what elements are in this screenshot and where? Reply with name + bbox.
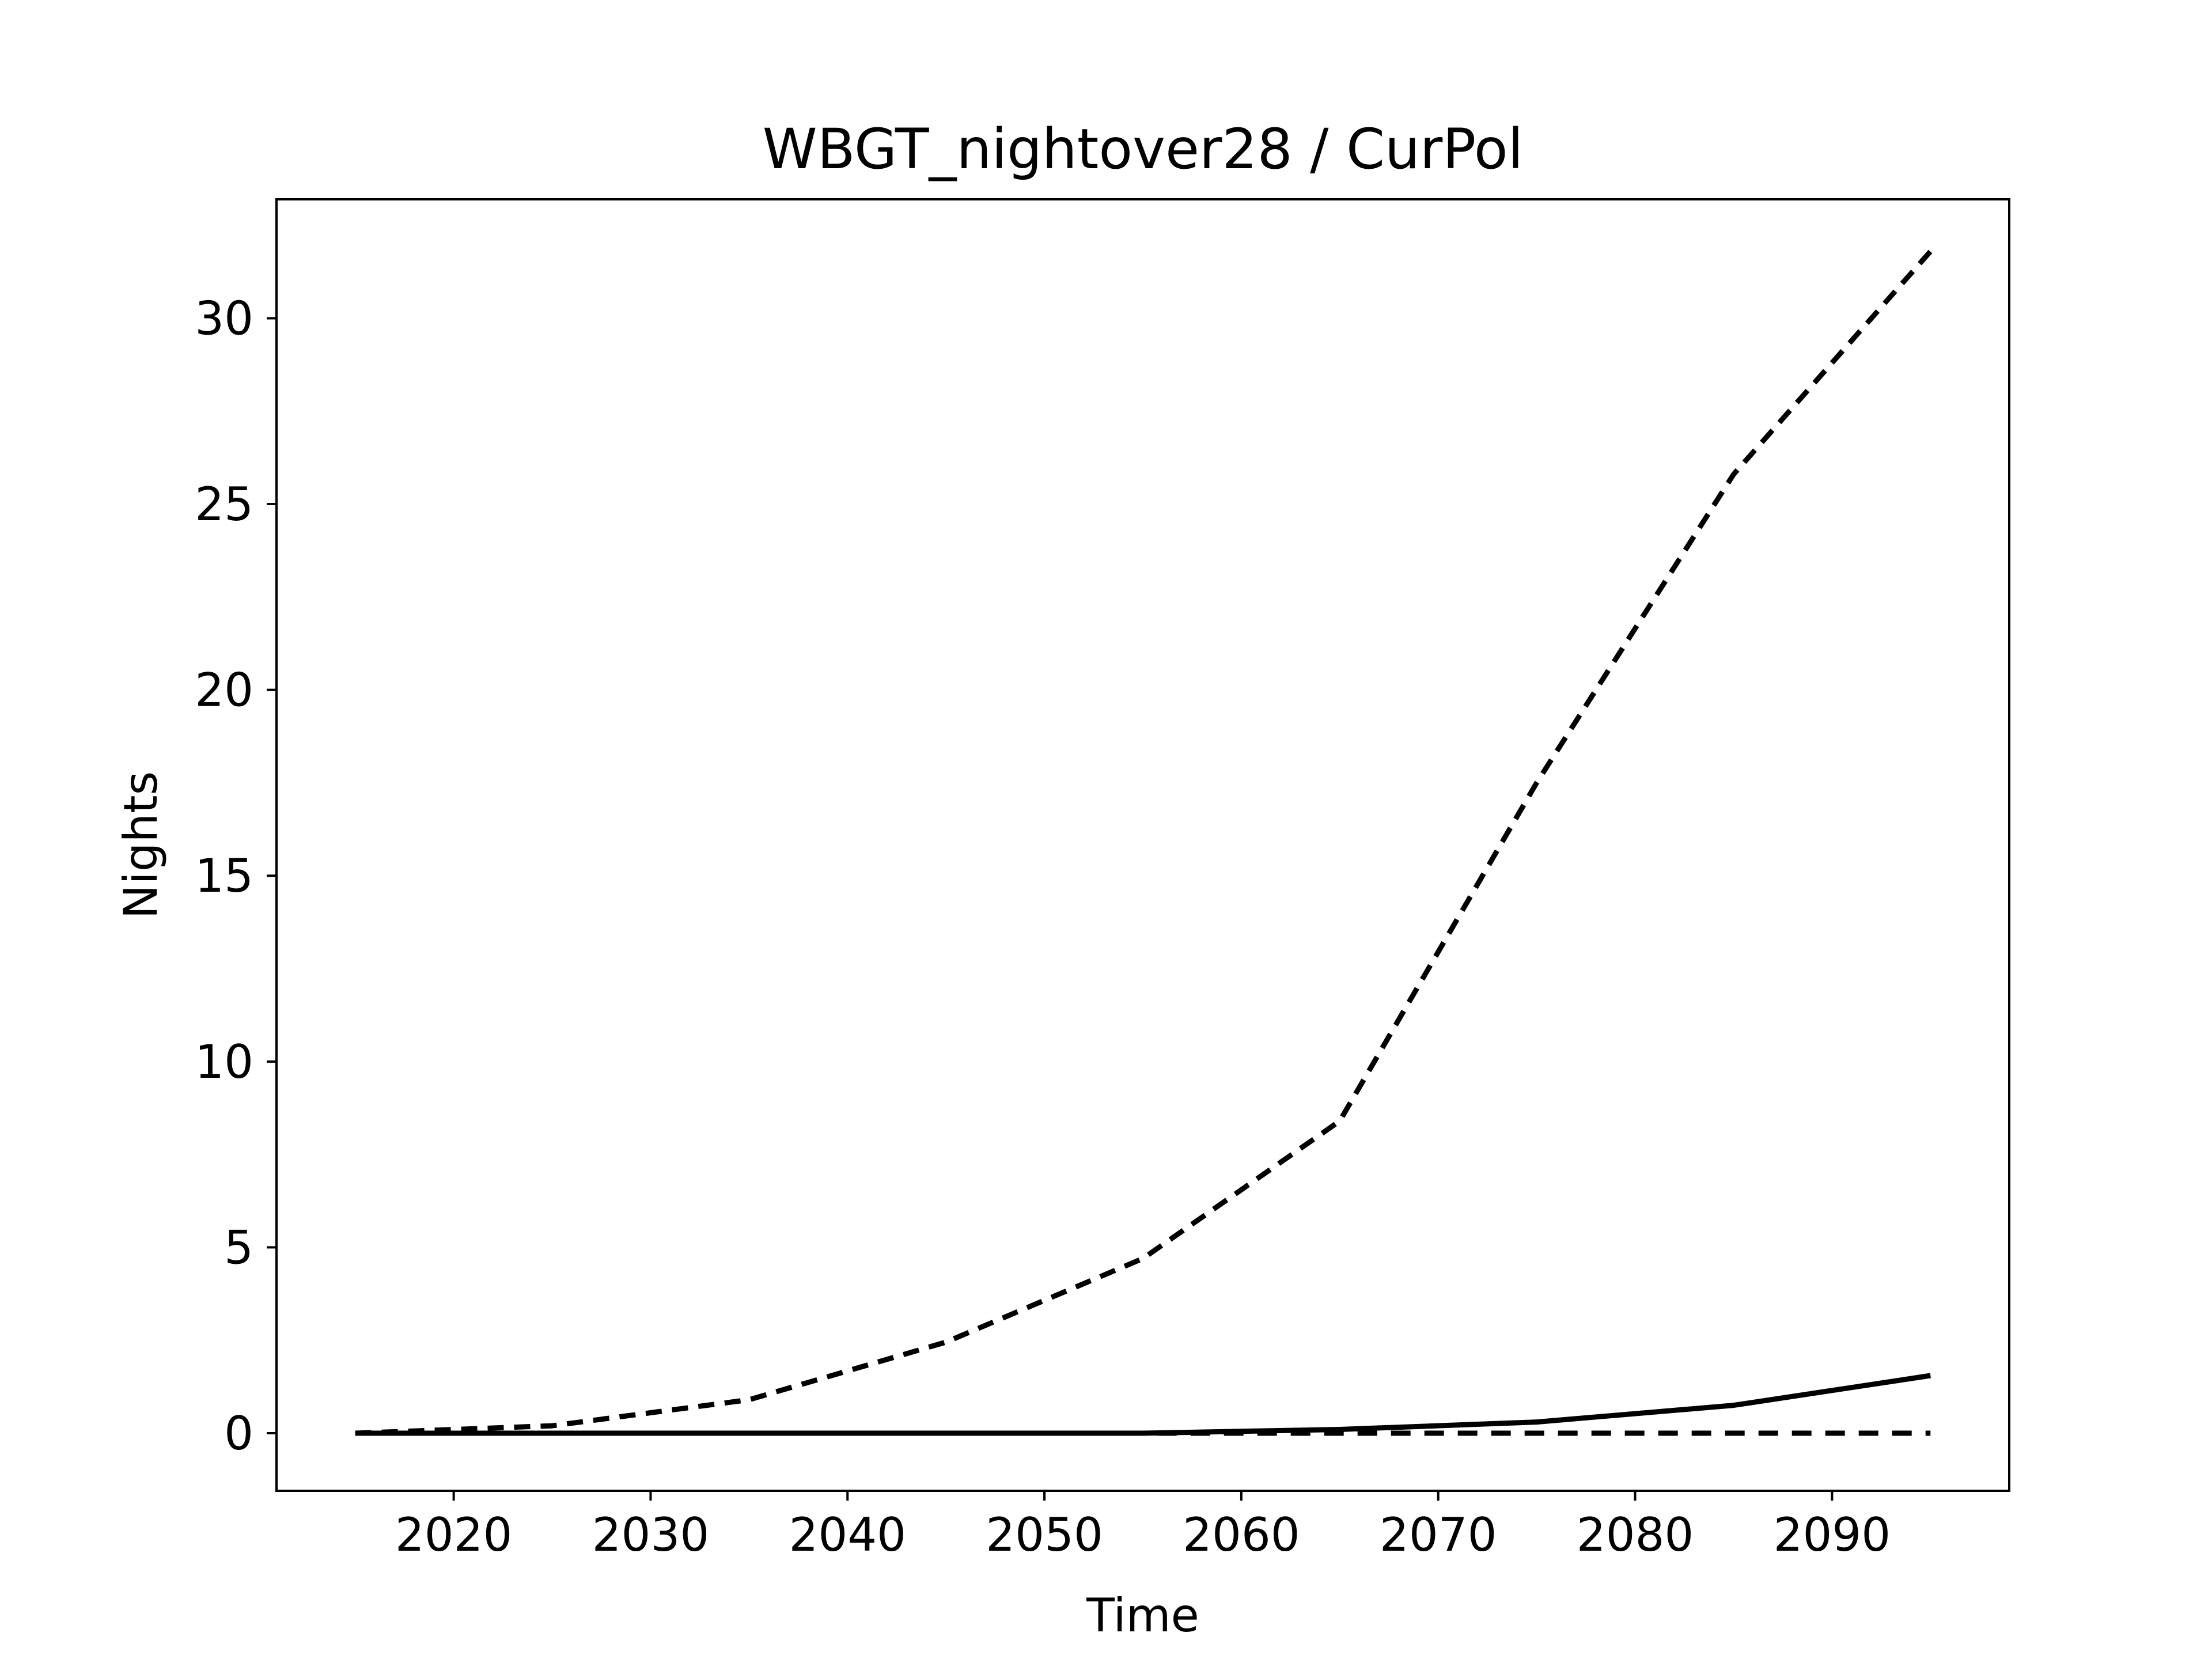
y-tick-label: 5: [224, 1221, 253, 1274]
x-axis-label: Time: [1086, 1589, 1199, 1642]
y-tick-label: 15: [195, 849, 253, 903]
plot-area: [355, 249, 1933, 1436]
x-tick-label: 2020: [395, 1508, 513, 1562]
y-axis-label: Nights: [114, 771, 168, 919]
y-axis: 0 5 10 15 20 25 30: [195, 291, 276, 1460]
y-tick-label: 0: [224, 1407, 253, 1460]
x-axis: 2020 2030 2040 2050 2060 2070 2080 2090: [395, 1491, 1891, 1562]
x-tick-label: 2090: [1774, 1508, 1891, 1562]
x-tick-label: 2040: [789, 1508, 906, 1562]
chart-title: WBGT_nightover28 / CurPol: [763, 117, 1523, 181]
x-tick-label: 2060: [1183, 1508, 1300, 1562]
y-tick-label: 30: [195, 291, 253, 345]
y-tick-label: 20: [195, 664, 253, 717]
x-tick-label: 2070: [1380, 1508, 1497, 1562]
y-tick-label: 25: [195, 478, 253, 531]
axes-frame: [275, 198, 2010, 1492]
x-tick-label: 2080: [1577, 1508, 1694, 1562]
y-tick-label: 10: [195, 1035, 253, 1089]
x-tick-label: 2050: [986, 1508, 1103, 1562]
x-tick-label: 2030: [592, 1508, 710, 1562]
